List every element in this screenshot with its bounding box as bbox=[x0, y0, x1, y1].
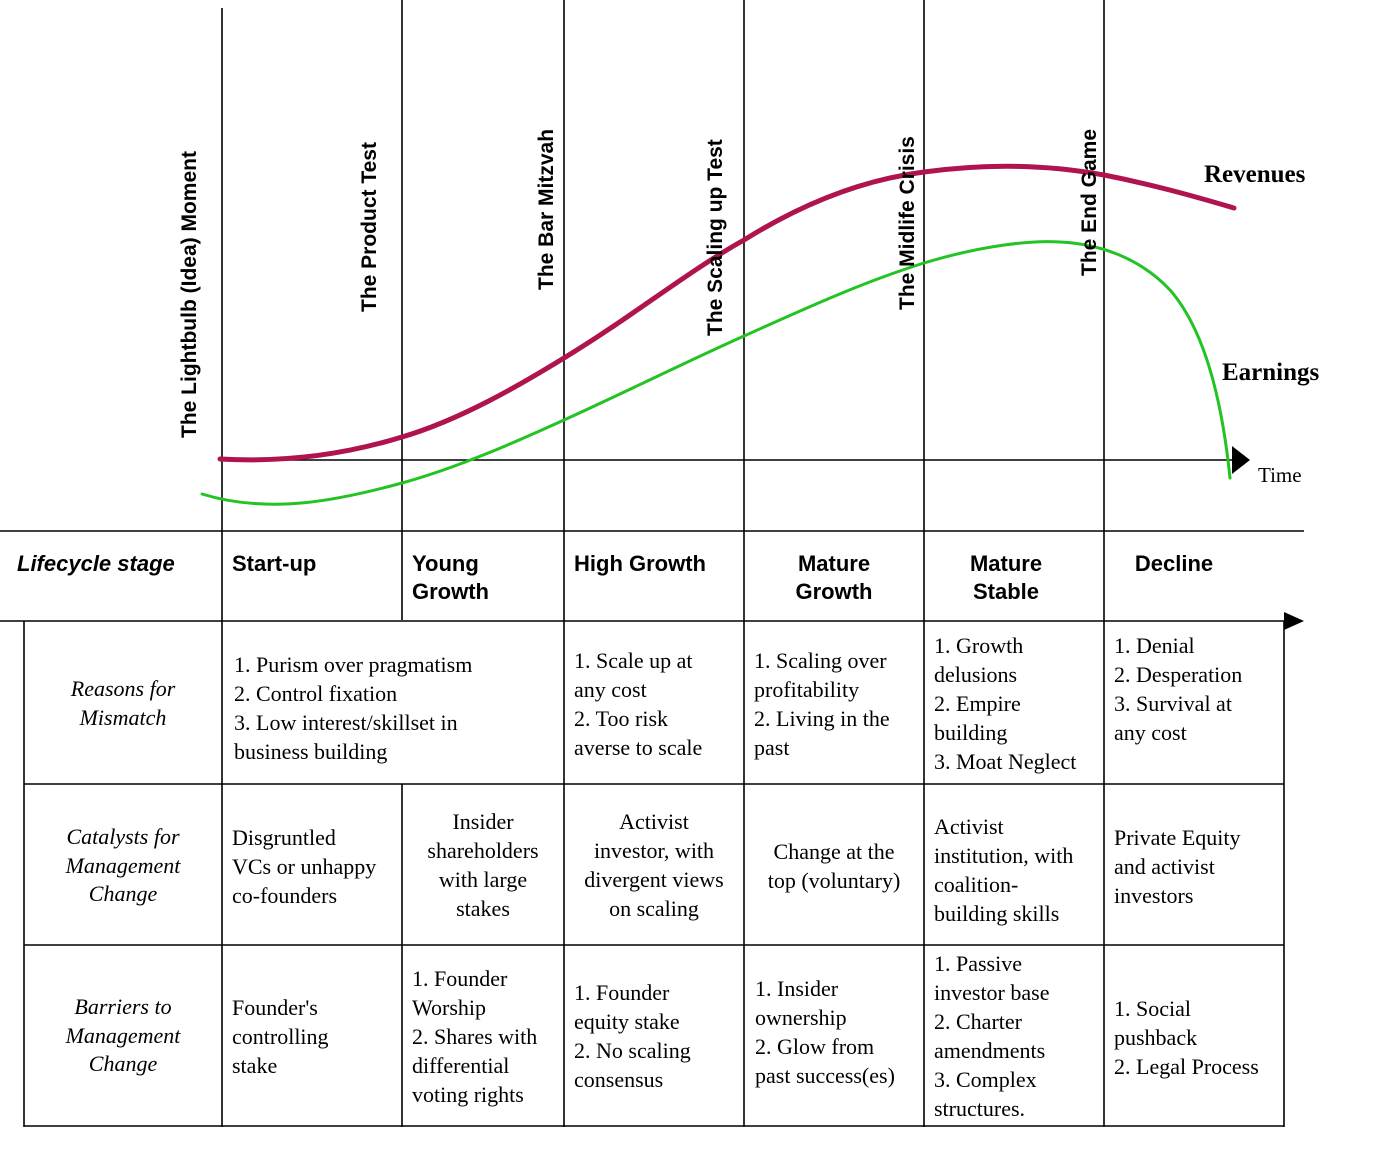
catalysts-mature-growth: Change at the top (voluntary) bbox=[767, 839, 901, 893]
time-axis-arrowhead bbox=[1232, 446, 1250, 474]
milestone-scaling-up-test: The Scaling up Test bbox=[704, 139, 727, 336]
barriers-mature-growth: 1. Insider ownership 2. Glow from past s… bbox=[755, 976, 895, 1088]
catalysts-mature-stable: Activist institution, with coalition- bu… bbox=[934, 814, 1074, 926]
reasons-decline: 1. Denial 2. Desperation 3. Survival at … bbox=[1114, 633, 1243, 745]
stage-mature-stable: Mature Stable bbox=[969, 551, 1043, 604]
stage-arrowhead bbox=[1284, 612, 1304, 630]
stage-start-up: Start-up bbox=[232, 551, 317, 576]
row-label-reasons: Reasons for Mismatch bbox=[70, 676, 176, 730]
time-axis-label: Time bbox=[1258, 463, 1302, 487]
reasons-high-growth: 1. Scale up at any cost 2. Too risk aver… bbox=[574, 648, 703, 760]
stage-decline: Decline bbox=[1134, 551, 1214, 576]
earnings-label: Earnings bbox=[1222, 359, 1320, 386]
row-label-catalysts: Catalysts for Management Change bbox=[65, 824, 181, 906]
stage-young-growth: Young Growth bbox=[412, 551, 489, 604]
revenues-label: Revenues bbox=[1204, 161, 1306, 188]
catalysts-startup: Disgruntled VCs or unhappy co-founders bbox=[232, 825, 377, 908]
stage-boundaries bbox=[221, 0, 1105, 1127]
catalysts-high-growth: Activist investor, with divergent views … bbox=[584, 809, 724, 921]
catalysts-young-growth: Insider shareholders with large stakes bbox=[427, 809, 539, 921]
barriers-mature-stable: 1. Passive investor base 2. Charter amen… bbox=[934, 951, 1050, 1121]
lifecycle-stage-header: Lifecycle stage bbox=[17, 551, 175, 576]
stage-mature-growth: Mature Growth bbox=[795, 551, 873, 604]
milestone-product-test: The Product Test bbox=[358, 142, 381, 312]
milestone-bar-mitzvah: The Bar Mitzvah bbox=[535, 129, 558, 290]
earnings-curve bbox=[200, 240, 1232, 506]
reasons-mature-growth: 1. Scaling over profitability 2. Living … bbox=[754, 648, 890, 760]
milestone-end-game: The End Game bbox=[1078, 129, 1101, 276]
barriers-young-growth: 1. Founder Worship 2. Shares with differ… bbox=[412, 966, 538, 1107]
reasons-startup-young: 1. Purism over pragmatism 2. Control fix… bbox=[234, 652, 473, 764]
revenues-curve bbox=[217, 163, 1237, 463]
stage-high-growth: High Growth bbox=[574, 551, 706, 576]
table-grid bbox=[0, 530, 1304, 1127]
time-axis: Time bbox=[222, 446, 1302, 487]
row-label-barriers: Barriers to Management Change bbox=[65, 994, 181, 1076]
barriers-decline: 1. Social pushback 2. Legal Process bbox=[1114, 996, 1259, 1079]
barriers-high-growth: 1. Founder equity stake 2. No scaling co… bbox=[574, 980, 691, 1092]
barriers-startup: Founder's controlling stake bbox=[232, 995, 329, 1078]
reasons-mature-stable: 1. Growth delusions 2. Empire building 3… bbox=[934, 633, 1077, 774]
milestone-midlife-crisis: The Midlife Crisis bbox=[896, 136, 919, 310]
catalysts-decline: Private Equity and activist investors bbox=[1114, 825, 1241, 908]
milestone-lightbulb: The Lightbulb (Idea) Moment bbox=[178, 151, 201, 438]
